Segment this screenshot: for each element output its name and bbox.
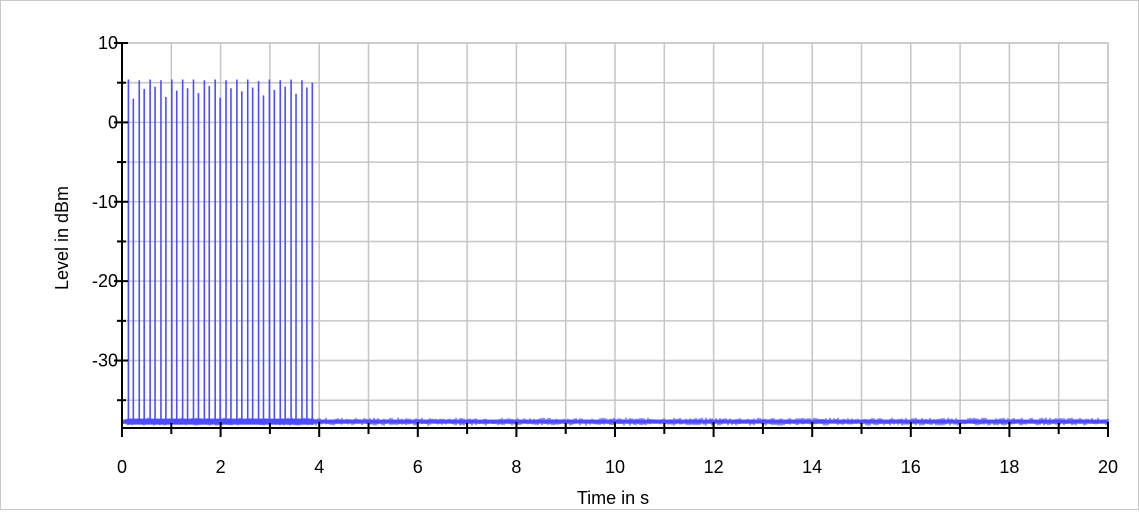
y-tick-label: -30 [92, 351, 118, 371]
x-tick-label: 0 [117, 457, 127, 477]
series-group [121, 79, 1109, 426]
y-tick-label: 0 [108, 112, 118, 132]
y-tick-label: 10 [98, 33, 118, 53]
x-tick-label: 14 [802, 457, 822, 477]
x-tick-label: 6 [413, 457, 423, 477]
x-tick-label: 2 [216, 457, 226, 477]
x-tick-label: 4 [314, 457, 324, 477]
y-tick-label: -10 [92, 192, 118, 212]
x-tick-label: 8 [511, 457, 521, 477]
y-tick-group: 10 0 -10 -20 -30 [92, 33, 128, 402]
x-tick-label: 16 [901, 457, 921, 477]
y-axis-label: Level in dBm [52, 186, 72, 290]
x-tick-group: 0 2 4 6 8 10 12 14 16 18 20 [117, 422, 1118, 477]
x-tick-label: 18 [999, 457, 1019, 477]
x-axis-label: Time in s [577, 488, 649, 508]
x-tick-label: 20 [1098, 457, 1118, 477]
grid-lines [121, 42, 1109, 429]
x-tick-label: 12 [704, 457, 724, 477]
x-tick-label: 10 [605, 457, 625, 477]
y-tick-label: -20 [92, 271, 118, 291]
